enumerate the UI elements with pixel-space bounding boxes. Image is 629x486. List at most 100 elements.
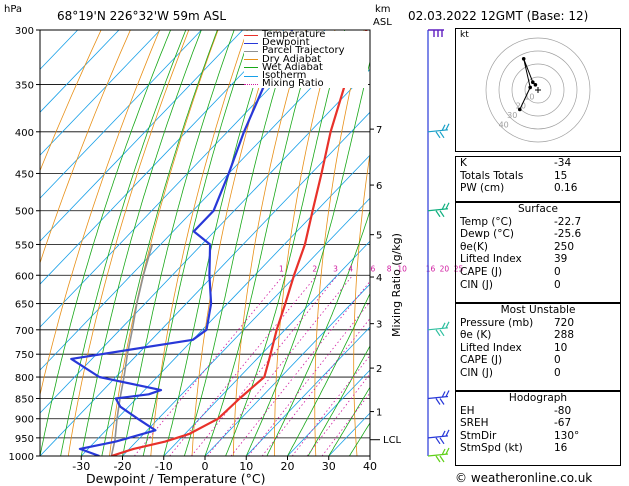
wind-barbs [427,29,450,463]
index-value: 0 [554,354,561,367]
pressure-tick-label: 1000 [9,452,34,463]
datetime-title: 02.03.2022 12GMT (Base: 12) [408,9,589,23]
index-label: Temp (°C) [460,215,513,228]
hodograph-point [518,107,522,112]
wet-adiabat [328,386,370,456]
hodograph-point [521,57,526,61]
index-value: 39 [554,253,568,266]
dewpoint-profile [70,30,294,456]
temperature-tick-label: -30 [72,460,90,473]
wind-barb [428,29,444,37]
mixing-ratio-line [133,275,284,456]
wet-adiabat [245,59,370,456]
surface-table: Surface Temp (°C) -22.7 Dewp (°C) -25.6 θe(K… [456,203,620,291]
legend-swatch [244,50,258,52]
surface-box: Surface Temp (°C) -22.7 Dewp (°C) -25.6 θe(K… [455,202,621,303]
hodograph-ring-label: 30 [507,111,517,120]
mixing-ratio-line [169,275,318,456]
wind-barb [427,202,450,218]
index-label: SREH [460,417,489,430]
mixing-ratio-label: 2 [312,264,317,273]
legend-item: Temperature [244,29,368,40]
index-value: -22.7 [554,215,582,228]
mixing-ratio-label: 16 [426,264,436,273]
index-value: -25.6 [554,228,582,241]
legend-label: Parcel Trajectory [262,45,345,57]
isotherm-line [40,30,285,285]
index-row: CIN (J) 0 [456,367,620,380]
index-row: SREH -67 [456,417,620,430]
pressure-tick-label: 500 [15,207,34,218]
index-label: Pressure (mb) [460,316,534,329]
isotherm-line [40,30,367,371]
hodograph-ring [511,63,565,117]
mixing-ratio-axis-label: Mixing Ratio (g/kg) [390,233,403,337]
wind-barb [427,447,450,463]
index-label: EH [460,404,475,417]
index-row: Totals Totals 15 [456,170,620,183]
pressure-unit-label: hPa [4,4,23,15]
temperature-tick-label: 10 [239,460,253,473]
index-value: 10 [554,341,568,354]
dry-adiabat [191,30,277,456]
pressure-tick-label: 750 [15,350,34,361]
background-lines [40,30,370,456]
hodograph-indices-title: Hodograph [508,392,568,404]
index-row: Dewp (°C) -25.6 [456,228,620,241]
legend-swatch [244,67,258,69]
wet-adiabat [142,30,253,456]
isotherm-line [245,326,370,456]
mixing-ratio-label: 1 [279,264,284,273]
wet-adiabat [184,30,293,456]
dry-adiabat [40,30,102,172]
hodograph-ring [485,37,591,143]
isotherm-line [122,197,370,456]
hodograph-indices-box: Hodograph EH -80 SREH -67 StmDir 130° StmSpd (… [455,391,621,466]
index-label: StmSpd (kt) [460,442,523,455]
isotherm-line [40,30,78,70]
index-row: Pressure (mb) 720 [456,317,620,330]
dry-adiabat [353,151,370,456]
index-row: θe (K) 288 [456,329,620,342]
wind-barb [427,429,450,445]
height-tick-label: 3 [376,320,382,331]
legend-label: Mixing Ratio [262,78,324,90]
index-value: -67 [554,417,572,430]
index-value: 720 [554,316,575,329]
mixing-ratio-label: 3 [333,264,338,273]
hodograph-indices-table: Hodograph EH -80 SREH -67 StmDir 130° StmSpd (… [456,392,620,455]
mixing-ratio-label: 8 [387,264,392,273]
index-row: Lifted Index 10 [456,342,620,355]
isotherm-line [40,111,370,456]
credit-text: © weatheronline.co.uk [455,471,593,485]
legend-label: Dry Adiabat [262,53,322,65]
mixing-ratio-line [230,280,370,456]
pressure-tick-label: 400 [15,128,34,139]
legend-item: Isotherm [244,70,368,81]
mixing-ratio-label: 20 [440,264,450,273]
index-label: Dewp (°C) [460,228,514,241]
pressure-tick-label: 700 [15,326,34,337]
isotherm-line [204,283,370,456]
dry-adiabat [150,30,248,456]
pressure-tick-label: 950 [15,434,34,445]
dry-adiabat [274,30,336,456]
temperature-tick-label: 20 [281,460,295,473]
legend-swatch [244,59,258,61]
location-title: 68°19'N 226°32'W 59m ASL [57,9,227,23]
index-row: CAPE (J) 0 [456,266,620,279]
index-value: -34 [554,157,572,169]
isotherm-line [40,30,243,242]
index-label: StmDir [460,429,497,442]
index-row: CAPE (J) 0 [456,354,620,367]
height-tick-label: 6 [376,181,382,192]
pressure-tick-label: 450 [15,169,34,180]
pressure-tick-label: 550 [15,240,34,251]
dry-adiabat [314,30,365,456]
index-row: EH -80 [456,405,620,418]
hodograph-point [533,83,538,87]
legend-item: Wet Adiabat [244,62,368,72]
wet-adiabat [80,30,202,456]
hodograph-panel: 10 20 30 40 kt [455,28,621,152]
wind-barb [427,123,450,139]
